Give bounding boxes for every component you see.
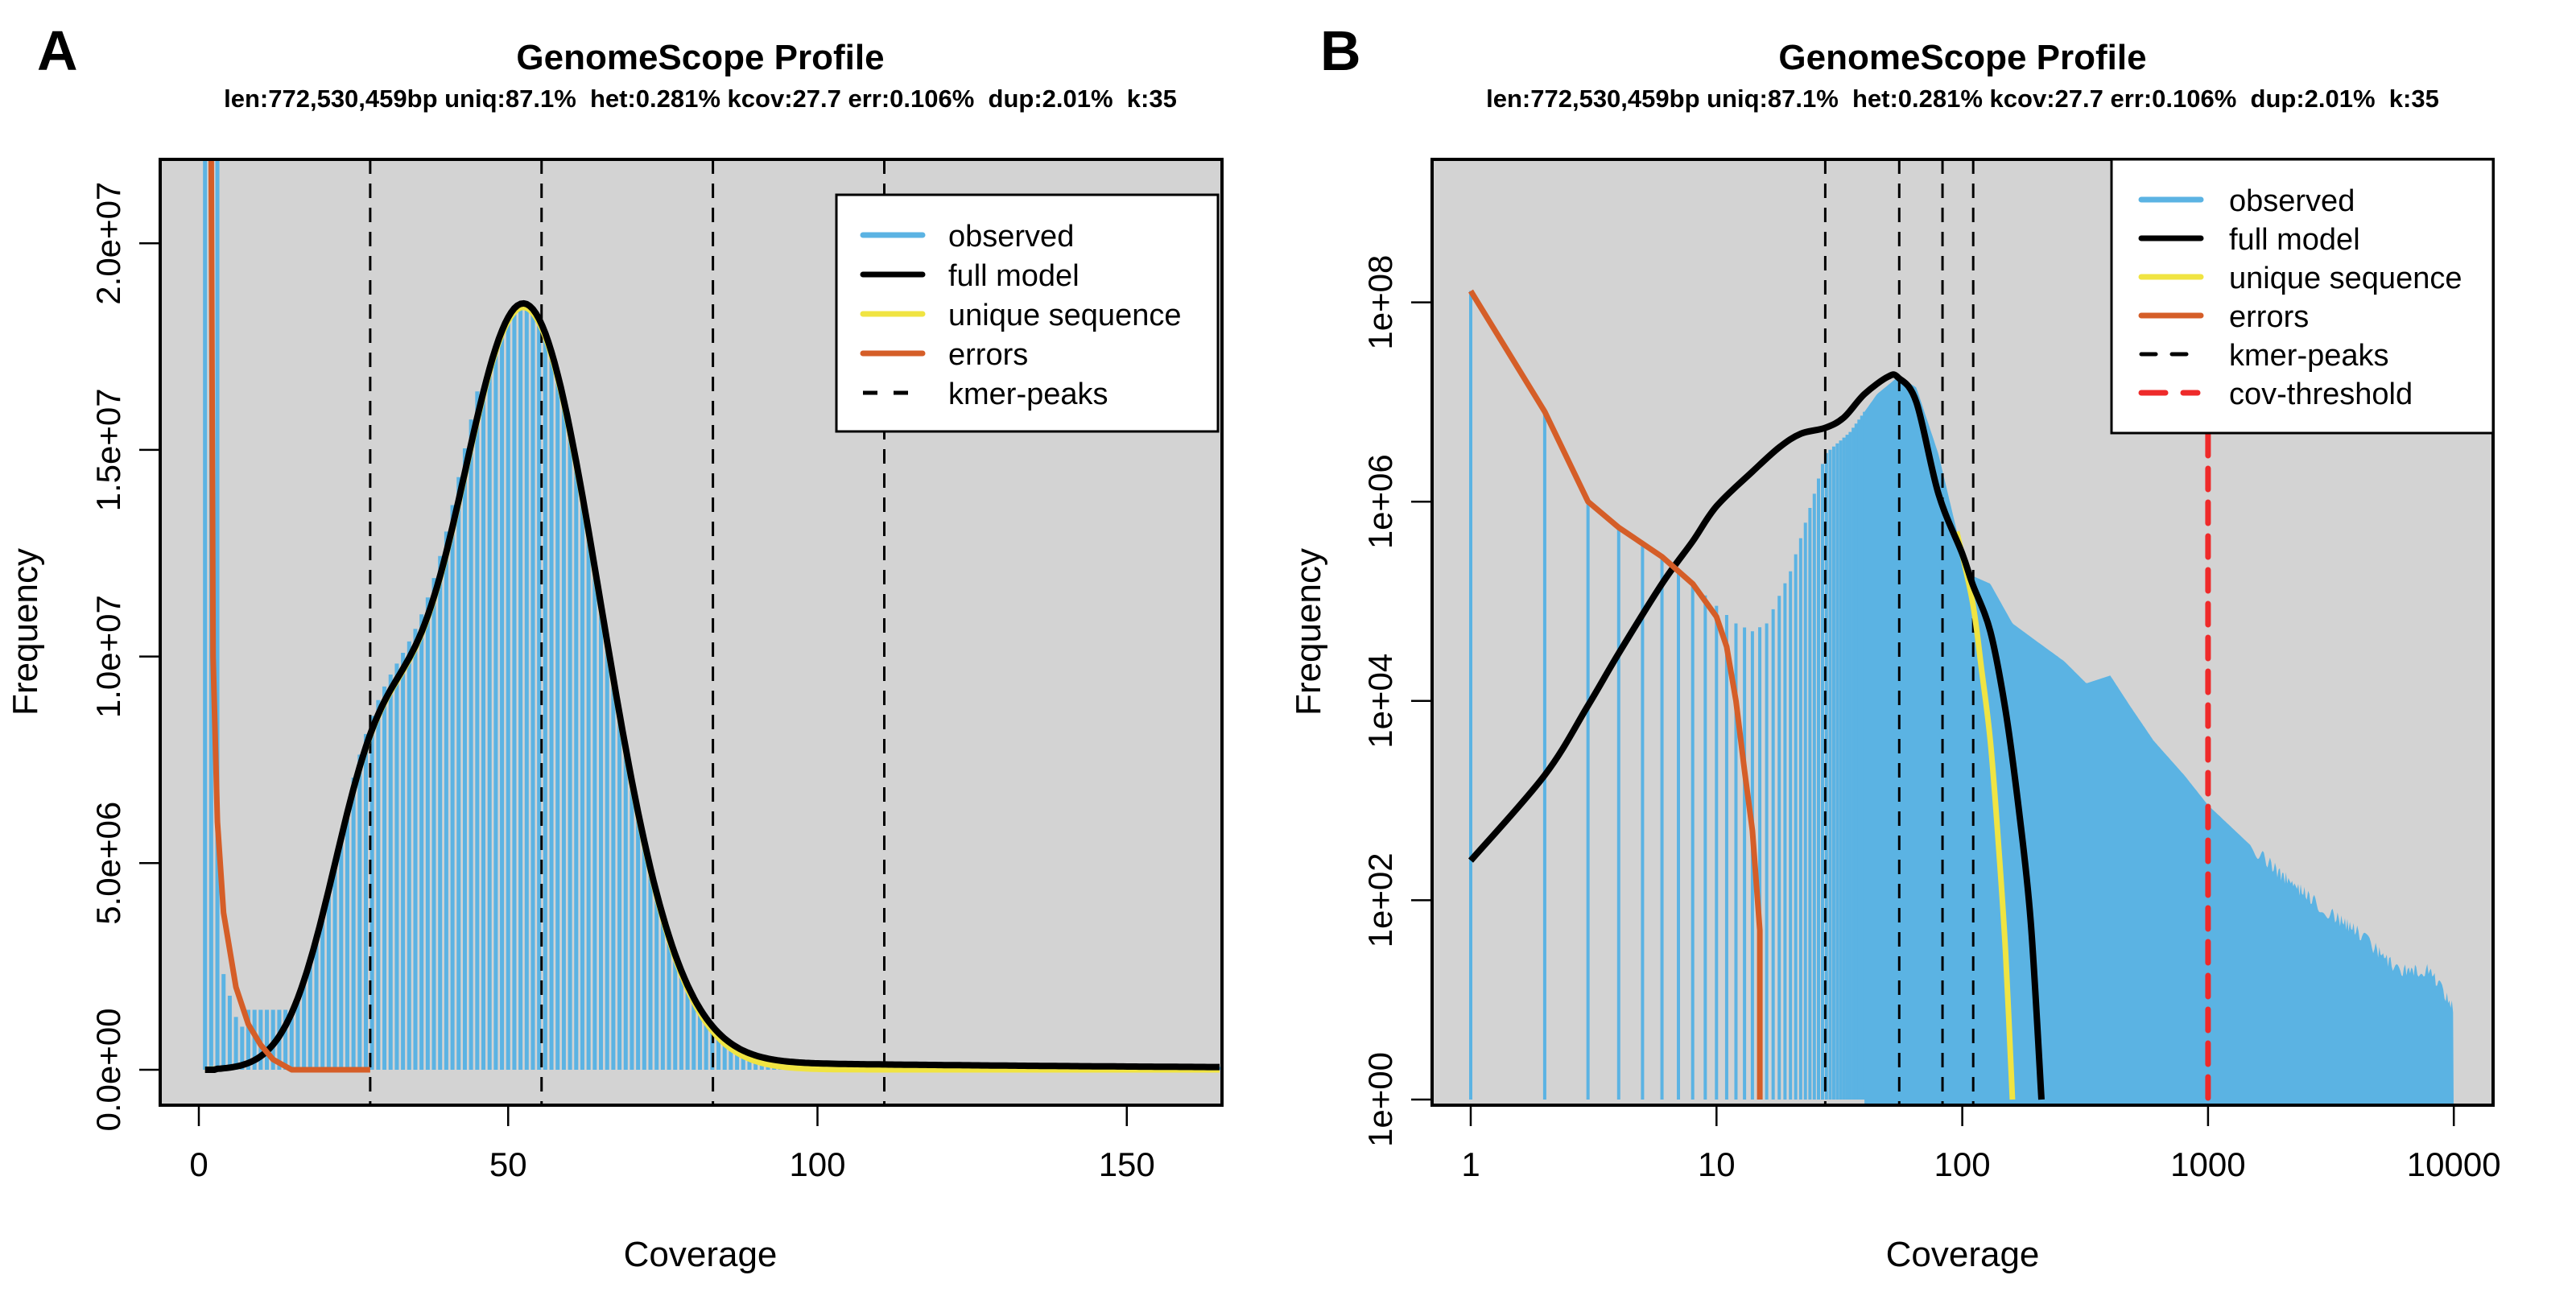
panel-a-xtick-label: 0	[189, 1145, 208, 1183]
panel-a: A GenomeScope Profile len:772,530,459bp …	[6, 19, 1224, 1274]
panel-a-legend: observed full model unique sequence errors k…	[835, 193, 1220, 433]
panel-b-xtick-label: 100	[1934, 1145, 1991, 1183]
panel-b-legend-label: cov-threshold	[2229, 378, 2413, 411]
panel-b-plot-area	[1468, 159, 2454, 1105]
panel-a-xtick-label: 100	[789, 1145, 845, 1183]
panel-a-ytick-label: 1.0e+07	[89, 595, 127, 718]
panel-b-full-model-line	[1468, 371, 2045, 1100]
panel-b-ytick-label: 1e+00	[1361, 1052, 1399, 1147]
panel-b-unique-sequence-line	[1954, 530, 2016, 1100]
panel-b-legend-label: full model	[2229, 223, 2360, 257]
panel-b-legend-label: observed	[2229, 184, 2355, 218]
panel-a-ytick-label: 2.0e+07	[89, 182, 127, 305]
panel-a-ytick-label: 1.5e+07	[89, 388, 127, 511]
panel-a-label: A	[37, 19, 78, 82]
panel-a-legend-label: full model	[948, 259, 1080, 293]
panel-a-xtick-label: 50	[489, 1145, 527, 1183]
panel-b-legend-label: errors	[2229, 300, 2309, 334]
panel-b-ytick-label: 1e+04	[1361, 654, 1399, 749]
panel-a-title: GenomeScope Profile	[516, 38, 884, 77]
panel-a-ylabel: Frequency	[6, 548, 45, 716]
panel-b-legend-label: unique sequence	[2229, 262, 2462, 295]
panel-a-plot-area	[203, 159, 1222, 1105]
panel-b-xtick-label: 1	[1461, 1145, 1480, 1183]
panel-a-subtitle: len:772,530,459bp uniq:87.1% het:0.281% …	[224, 85, 1177, 113]
panel-b-errors-line	[1468, 289, 1763, 1100]
panel-a-legend-label: errors	[948, 338, 1028, 372]
panel-a-xlabel: Coverage	[624, 1235, 778, 1274]
panel-b-xlabel: Coverage	[1886, 1235, 2040, 1274]
panel-b-observed-area	[1864, 377, 2454, 1105]
panel-a-legend-label: unique sequence	[948, 299, 1181, 332]
panel-b: B GenomeScope Profile len:772,530,459bp …	[1289, 19, 2501, 1274]
panel-b-xtick-label: 1000	[2170, 1145, 2245, 1183]
panel-b-subtitle: len:772,530,459bp uniq:87.1% het:0.281% …	[1486, 85, 2439, 113]
panel-a-plot-border	[159, 158, 1224, 1107]
panel-a-errors-line	[208, 160, 370, 1073]
panel-b-xtick-label: 10	[1698, 1145, 1736, 1183]
panel-b-ylabel: Frequency	[1289, 548, 1328, 716]
panel-b-legend-label: kmer-peaks	[2229, 339, 2389, 373]
panel-b-xtick-label: 10000	[2407, 1145, 2501, 1183]
panel-b-legend: observed full model unique sequence errors k…	[2110, 158, 2495, 435]
panel-b-ytick-label: 1e+06	[1361, 454, 1399, 549]
panel-a-full-model-line	[204, 299, 1220, 1073]
panel-b-label: B	[1320, 19, 1361, 82]
panel-a-ytick-label: 0.0e+00	[89, 1009, 127, 1132]
panel-a-ytick-label: 5.0e+06	[89, 802, 127, 925]
panel-b-ytick-label: 1e+02	[1361, 852, 1399, 947]
panel-a-xtick-label: 150	[1099, 1145, 1155, 1183]
panel-a-legend-label: kmer-peaks	[948, 378, 1108, 411]
panel-a-legend-label: observed	[948, 220, 1074, 254]
panel-b-ytick-label: 1e+08	[1361, 255, 1399, 350]
panel-b-title: GenomeScope Profile	[1778, 38, 2146, 77]
panel-b-legend-box	[2110, 158, 2495, 435]
